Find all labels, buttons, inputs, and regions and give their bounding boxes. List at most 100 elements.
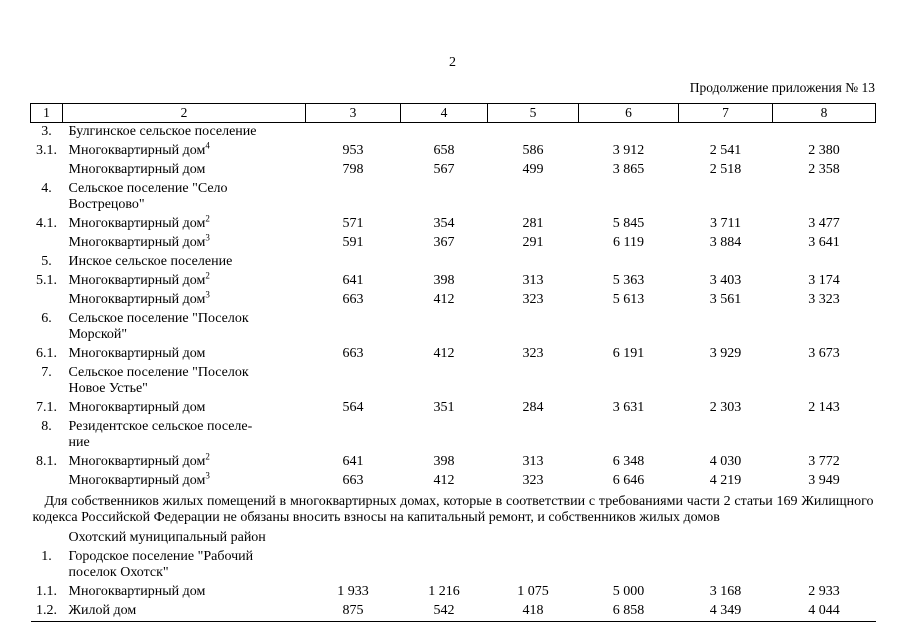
row-number: 1.1.	[36, 584, 57, 599]
row-value: 313	[522, 454, 544, 469]
row-value	[488, 529, 579, 548]
row-value: 663	[342, 346, 364, 361]
footnote-ref: 4	[205, 140, 210, 151]
row-value: 412	[433, 473, 455, 488]
row-value	[401, 123, 488, 143]
footnote-ref: 3	[205, 289, 210, 300]
row-number	[31, 161, 63, 180]
row-name: Многоквартирный дом	[68, 584, 206, 599]
row-value: 281	[522, 216, 544, 231]
row-value	[773, 364, 876, 399]
column-header: 5	[487, 103, 579, 123]
table-row: 1.2. Жилой дом 875 542 418 6 858 4 349 4 044	[31, 602, 876, 622]
row-value	[401, 529, 488, 548]
row-value: 398	[433, 454, 455, 469]
row-name: Многоквартирный дом2	[68, 213, 210, 231]
row-value: 3 631	[612, 400, 645, 415]
row-value: 351	[433, 400, 455, 415]
row-value: 3 772	[808, 454, 840, 469]
column-header: 1	[30, 103, 63, 123]
row-number	[31, 472, 63, 491]
row-value: 4 030	[709, 454, 742, 469]
row-value	[773, 548, 876, 583]
row-value: 6 646	[612, 473, 645, 488]
row-value: 3 323	[808, 292, 840, 307]
row-number: 1.	[41, 549, 52, 564]
row-value: 354	[433, 216, 455, 231]
table-row: 5.1. Многоквартирный дом2 641 398 313 5 363 3 …	[31, 271, 876, 291]
appendix-continuation-label: Продолжение приложения № 13	[689, 80, 875, 95]
row-name: Многоквартирный дом4	[68, 140, 210, 158]
table-row: 1. Городское поселение "Рабочий поселок О…	[31, 548, 876, 583]
table-row: 6.1. Многоквартирный дом 663 412 323 6 191 3 9…	[31, 345, 876, 364]
row-value: 398	[433, 273, 455, 288]
row-value: 418	[522, 603, 544, 618]
row-value	[306, 123, 401, 143]
row-value: 663	[342, 292, 364, 307]
row-value	[579, 310, 679, 345]
row-value	[773, 529, 876, 548]
row-value: 3 711	[710, 216, 741, 231]
row-name: Сельское поселение "Поселок Морской"	[68, 311, 249, 342]
row-value	[488, 364, 579, 399]
row-value: 571	[342, 216, 364, 231]
row-number: 6.	[41, 311, 52, 326]
row-value: 641	[342, 454, 364, 469]
row-value	[579, 364, 679, 399]
row-value: 3 561	[709, 292, 742, 307]
row-value: 2 518	[709, 162, 742, 177]
row-number: 3.	[41, 124, 52, 139]
row-value: 323	[522, 292, 544, 307]
row-number: 1.2.	[36, 603, 57, 618]
row-value: 6 191	[612, 346, 645, 361]
table-row: 3.1. Многоквартирный дом4 953 658 586 3 912 2 …	[31, 140, 876, 161]
table-row: Многоквартирный дом3 591 367 291 6 119 3 884 3…	[31, 232, 876, 253]
row-value: 6 858	[612, 603, 645, 618]
row-value: 323	[522, 346, 544, 361]
row-value: 3 641	[808, 235, 840, 250]
table-row: Многоквартирный дом3 663 412 323 5 613 3 561 3…	[31, 289, 876, 310]
row-value: 875	[342, 603, 364, 618]
row-name: Инское сельское поселение	[68, 254, 233, 269]
row-value: 641	[342, 273, 364, 288]
column-header: 3	[305, 103, 401, 123]
row-name: Резидентское сельское поселе- ние	[68, 419, 253, 450]
row-value: 2 303	[709, 400, 742, 415]
row-number: 8.1.	[36, 454, 57, 469]
row-value	[579, 253, 679, 272]
row-value	[401, 364, 488, 399]
row-value	[679, 529, 773, 548]
table-row: 7.1. Многоквартирный дом 564 351 284 3 631 2 3…	[31, 399, 876, 418]
row-value	[488, 418, 579, 453]
row-value	[306, 529, 401, 548]
row-value: 291	[522, 235, 544, 250]
row-value	[488, 123, 579, 143]
row-number	[31, 234, 63, 253]
row-value	[306, 548, 401, 583]
table-row: 4. Сельское поселение "Село Вострецово"	[31, 180, 876, 215]
row-value	[679, 310, 773, 345]
row-value	[488, 253, 579, 272]
row-number: 4.1.	[36, 216, 57, 231]
row-number: 8.	[41, 419, 52, 434]
row-name: Многоквартирный дом	[68, 400, 206, 415]
row-value: 412	[433, 346, 455, 361]
table-row: 4.1. Многоквартирный дом2 571 354 281 5 845 3 …	[31, 213, 876, 234]
row-value	[306, 180, 401, 215]
row-value	[401, 253, 488, 272]
row-name: Многоквартирный дом3	[68, 232, 210, 250]
row-value: 6 119	[613, 235, 644, 250]
row-value	[773, 418, 876, 453]
table-row: Многоквартирный дом3 663 412 323 6 646 4 219 3…	[31, 471, 876, 491]
row-value: 367	[433, 235, 455, 250]
footnote-ref: 2	[205, 451, 210, 462]
footnote-ref: 3	[205, 232, 210, 243]
row-value: 3 929	[709, 346, 742, 361]
row-value: 3 865	[612, 162, 645, 177]
row-name: Многоквартирный дом2	[68, 451, 210, 469]
row-value: 542	[433, 603, 455, 618]
row-name: Многоквартирный дом	[68, 162, 206, 177]
table-row: 6. Сельское поселение "Поселок Морской"	[31, 310, 876, 345]
